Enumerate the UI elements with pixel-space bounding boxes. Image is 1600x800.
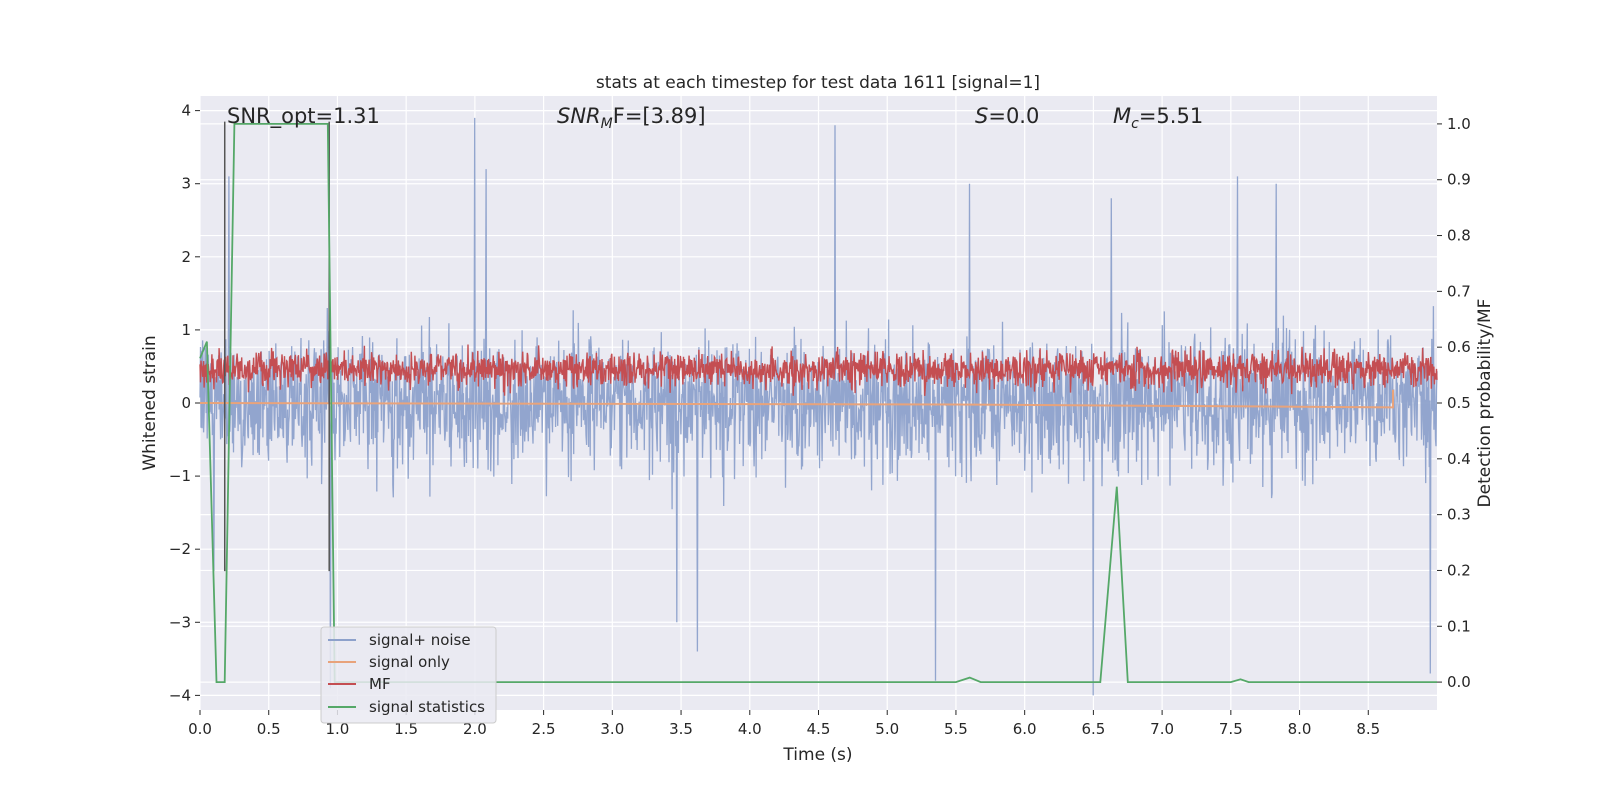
x-tick-label: 2.0 (463, 720, 487, 738)
snr-mf-sub: M (601, 116, 613, 132)
snr-mf-rest: F=[3.89] (613, 104, 706, 128)
x-tick-label: 1.5 (394, 720, 418, 738)
legend: signal+ noise signal only MF signal stat… (320, 626, 497, 724)
series-layer (199, 117, 1438, 696)
y-right-tick-labels: 1.0 0.9 0.8 0.7 0.6 0.5 0.4 0.3 0.2 0.1 0.0 (1437, 115, 1471, 691)
x-tick-label: 5.5 (944, 720, 968, 738)
y-right-tick-label: 0.1 (1447, 617, 1471, 635)
y-right-tick-label: 0.3 (1447, 506, 1471, 524)
x-tick-label: 6.5 (1081, 720, 1105, 738)
y-right-axis-label: Detection probability/MF (1475, 299, 1495, 508)
mc-annotation: Mc=5.51 (1113, 104, 1203, 132)
snr-opt-annotation: SNR_opt=1.31 (227, 104, 380, 129)
x-tick-label: 8.0 (1288, 720, 1312, 738)
y-tick-label: 2 (181, 248, 191, 266)
x-axis-label: Time (s) (782, 745, 852, 765)
y-right-tick-label: 0.7 (1447, 282, 1471, 300)
x-tick-label: 7.5 (1219, 720, 1243, 738)
signal-statistics-line (199, 123, 1437, 683)
y-tick-label: −1 (169, 467, 191, 485)
legend-box (320, 626, 497, 724)
y-tick-label: −4 (169, 686, 191, 704)
x-tick-label: 0.0 (188, 720, 212, 738)
x-tick-label: 8.5 (1356, 720, 1380, 738)
x-tick-labels: 0.0 0.5 1.0 1.5 2.0 2.5 3.0 3.5 4.0 4.5 5.0 5.5 6.0 6… (188, 710, 1380, 738)
y-right-tick-label: 0.5 (1447, 394, 1471, 412)
s-value: =0.0 (988, 104, 1039, 128)
legend-label-signal-only: signal only (369, 653, 450, 671)
y-tick-label: 0 (181, 394, 191, 412)
x-tick-label: 3.5 (669, 720, 693, 738)
snr-mf-label: SNR (557, 104, 601, 128)
x-tick-label: 5.0 (875, 720, 899, 738)
y-right-tick-label: 0.0 (1447, 673, 1471, 691)
y-right-tick-label: 0.2 (1447, 561, 1471, 579)
y-tick-labels: 4 3 2 1 0 −1 −2 −3 −4 (169, 102, 200, 704)
y-axis-label: Whitened strain (140, 335, 160, 470)
y-tick-label: 4 (181, 102, 191, 120)
mc-sub: c (1131, 116, 1139, 132)
s-annotation: S=0.0 (975, 104, 1039, 128)
mc-value: =5.51 (1139, 104, 1203, 128)
legend-label-mf: MF (369, 675, 391, 693)
y-tick-label: 3 (181, 175, 191, 193)
signal-only-line (199, 389, 1394, 409)
legend-label-signal-noise: signal+ noise (369, 631, 471, 649)
y-tick-label: −3 (169, 613, 191, 631)
mc-label: M (1113, 104, 1131, 128)
s-label: S (975, 104, 988, 128)
snr-mf-annotation: SNRMF=[3.89] (557, 104, 706, 132)
y-right-tick-label: 0.6 (1447, 338, 1471, 356)
mf-line (199, 344, 1438, 396)
y-tick-label: −2 (169, 540, 191, 558)
x-tick-label: 4.0 (738, 720, 762, 738)
chart-title: stats at each timestep for test data 161… (596, 73, 1040, 93)
y-right-tick-label: 1.0 (1447, 115, 1471, 133)
legend-label-signal-statistics: signal statistics (369, 698, 485, 716)
x-tick-label: 6.0 (1013, 720, 1037, 738)
y-right-tick-label: 0.8 (1447, 227, 1471, 245)
x-tick-label: 0.5 (257, 720, 281, 738)
x-tick-label: 4.5 (807, 720, 831, 738)
x-tick-label: 3.0 (600, 720, 624, 738)
x-tick-label: 2.5 (532, 720, 556, 738)
x-tick-label: 7.0 (1150, 720, 1174, 738)
y-right-tick-label: 0.4 (1447, 450, 1471, 468)
y-right-tick-label: 0.9 (1447, 171, 1471, 189)
x-tick-label: 1.0 (326, 720, 350, 738)
y-tick-label: 1 (181, 321, 191, 339)
